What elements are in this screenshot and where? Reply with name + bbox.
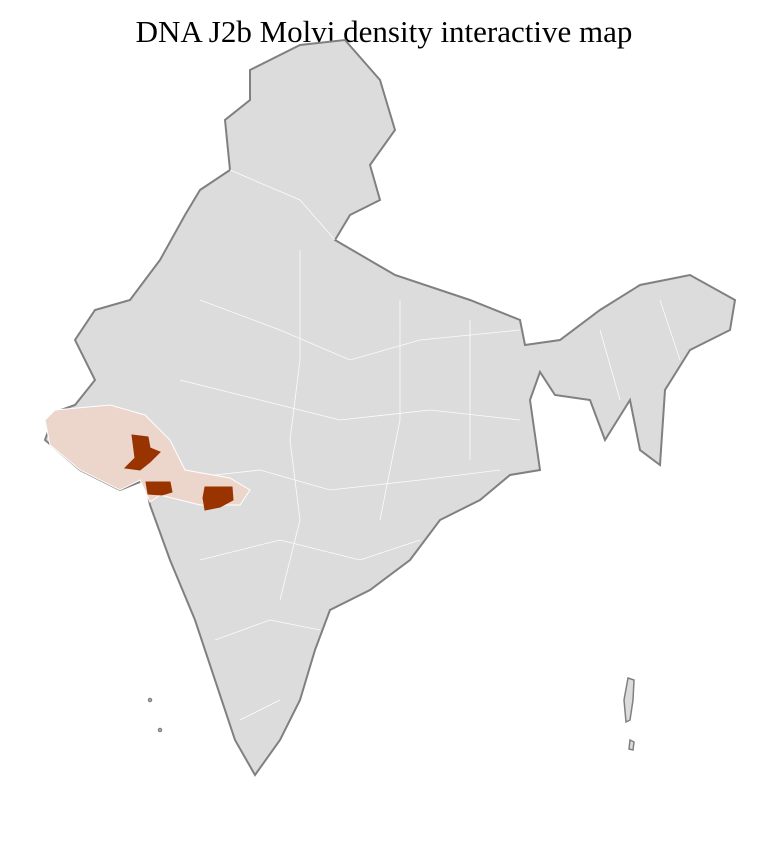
region-high-density[interactable] bbox=[145, 481, 173, 496]
india-outline[interactable] bbox=[43, 38, 737, 777]
region-high-density[interactable] bbox=[123, 434, 161, 471]
map-title: DNA J2b Molvi density interactive map bbox=[135, 14, 633, 49]
lakshadweep-islands bbox=[147, 697, 163, 733]
region-high-density[interactable] bbox=[202, 486, 234, 511]
andaman-islands bbox=[623, 677, 635, 751]
district-lines bbox=[169, 169, 681, 721]
